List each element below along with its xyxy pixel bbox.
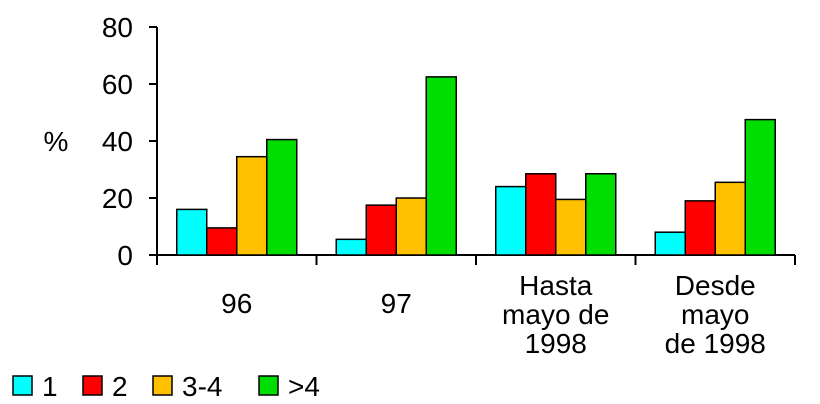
category-label: Hasta (519, 270, 593, 301)
bar-3-4-1 (395, 197, 427, 256)
y-tick-label: 80 (102, 12, 133, 43)
y-tick-label: 40 (102, 126, 133, 157)
y-tick-label: 60 (102, 69, 133, 100)
bar-3-4-0 (236, 155, 268, 256)
bar-1-1 (335, 238, 367, 256)
y-axis-label: % (44, 126, 69, 157)
category-label: 97 (381, 288, 412, 319)
legend-label-2: 2 (112, 371, 128, 402)
legend-label-3-4: 3-4 (182, 371, 222, 402)
bar-3-4-2 (555, 198, 587, 256)
y-axis-ticks: 0 20 40 60 80 (102, 12, 157, 271)
legend-label->4: >4 (288, 371, 320, 402)
bar-1-0 (176, 208, 208, 256)
bar-2-2 (525, 173, 557, 256)
legend-swatch->4 (258, 375, 279, 396)
category-label: mayo de (502, 299, 609, 330)
bar->4-1 (425, 76, 457, 256)
bar-3-4-3 (714, 181, 746, 256)
bar-1-2 (495, 185, 527, 256)
category-label: 1998 (525, 328, 587, 359)
bar-2-3 (684, 200, 716, 256)
category-label: de 1998 (665, 328, 766, 359)
y-tick-label: 0 (117, 240, 133, 271)
category-label: Desde (675, 270, 756, 301)
bar-2-1 (365, 204, 397, 256)
bar-1-3 (654, 231, 686, 256)
category-label: mayo (681, 299, 749, 330)
legend: 1 2 3-4 >4 (12, 371, 320, 402)
legend-swatch-3-4 (152, 375, 173, 396)
y-tick-label: 20 (102, 183, 133, 214)
category-label: 96 (221, 288, 252, 319)
bars (176, 76, 776, 256)
legend-label-1: 1 (42, 371, 58, 402)
bar->4-3 (744, 118, 776, 256)
bar-2-0 (206, 227, 238, 256)
bar->4-2 (585, 173, 617, 256)
legend-swatch-2 (82, 375, 103, 396)
bar->4-0 (266, 138, 298, 256)
legend-swatch-1 (12, 375, 33, 396)
